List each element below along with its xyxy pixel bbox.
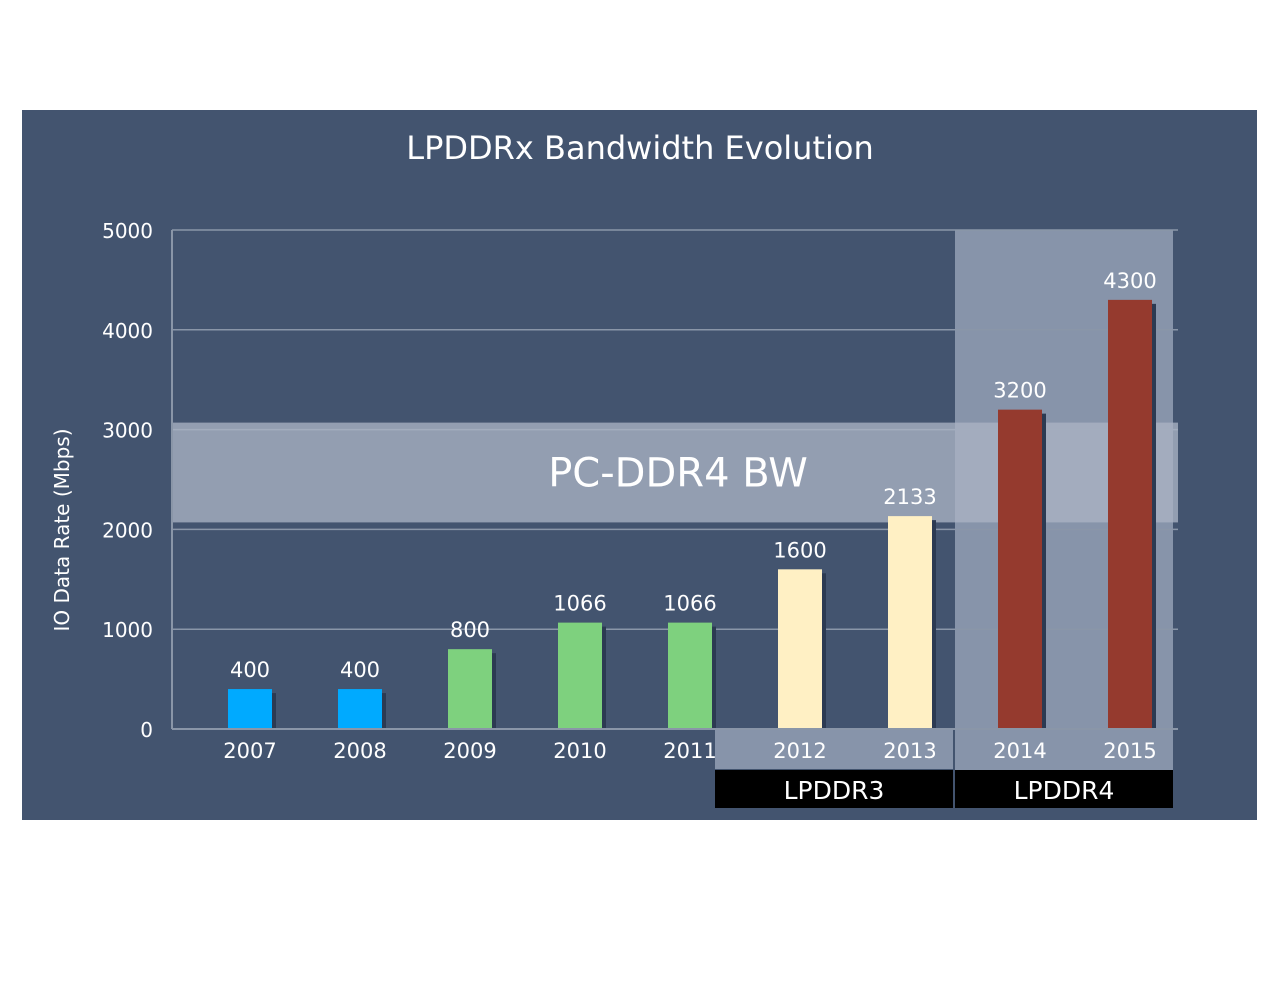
bar-2009 xyxy=(448,649,492,729)
bar-2013 xyxy=(888,516,932,729)
bar-2014 xyxy=(998,409,1042,729)
y-tick-label: 0 xyxy=(140,718,153,742)
bars xyxy=(228,299,1156,729)
data-label: 400 xyxy=(230,658,270,682)
bar-2012 xyxy=(778,569,822,729)
data-label: 1600 xyxy=(773,538,826,562)
band-label: PC-DDR4 BW xyxy=(548,451,808,497)
bar-2011 xyxy=(668,622,712,729)
labels: LPDDR3 LPDDR4 0 1000 2000 3000 4000 5000 400 2007… xyxy=(102,219,1173,808)
bar-2008 xyxy=(338,689,382,729)
x-tick-label: 2013 xyxy=(883,739,936,763)
group-label-box xyxy=(955,770,1173,808)
x-tick-label: 2011 xyxy=(663,739,716,763)
group-label: LPDDR4 xyxy=(1014,776,1115,805)
x-tick-label: 2008 xyxy=(333,739,386,763)
bar-2007 xyxy=(228,689,272,729)
y-tick-label: 4000 xyxy=(102,319,153,343)
data-label: 4300 xyxy=(1103,269,1156,293)
x-tick-label: 2009 xyxy=(443,739,496,763)
y-tick-label: 5000 xyxy=(102,219,153,243)
x-tick-label: 2015 xyxy=(1103,739,1156,763)
x-tick-label: 2012 xyxy=(773,739,826,763)
x-tick-label: 2010 xyxy=(553,739,606,763)
group-label-box xyxy=(715,770,953,808)
data-label: 2133 xyxy=(883,485,936,509)
data-label: 800 xyxy=(450,618,490,642)
x-tick-label: 2014 xyxy=(993,739,1046,763)
y-tick-label: 1000 xyxy=(102,618,153,642)
chart-title: LPDDRx Bandwidth Evolution xyxy=(406,129,873,167)
data-label: 1066 xyxy=(553,592,606,616)
group-highlight-region xyxy=(715,729,953,769)
axes xyxy=(171,230,1178,730)
bar-2015 xyxy=(1108,299,1152,729)
data-label: 400 xyxy=(340,658,380,682)
data-label: 3200 xyxy=(993,379,1046,403)
y-tick-label: 2000 xyxy=(102,518,153,542)
x-tick-label: 2007 xyxy=(223,739,276,763)
chart-panel: LPDDRx Bandwidth Evolution IO Data Rate … xyxy=(22,110,1257,820)
y-axis-title: IO Data Rate (Mbps) xyxy=(50,429,74,632)
chart-svg: LPDDRx Bandwidth Evolution IO Data Rate … xyxy=(50,129,1178,808)
bar-2010 xyxy=(558,622,602,729)
data-label: 1066 xyxy=(663,592,716,616)
y-tick-label: 3000 xyxy=(102,419,153,443)
group-label: LPDDR3 xyxy=(784,776,885,805)
